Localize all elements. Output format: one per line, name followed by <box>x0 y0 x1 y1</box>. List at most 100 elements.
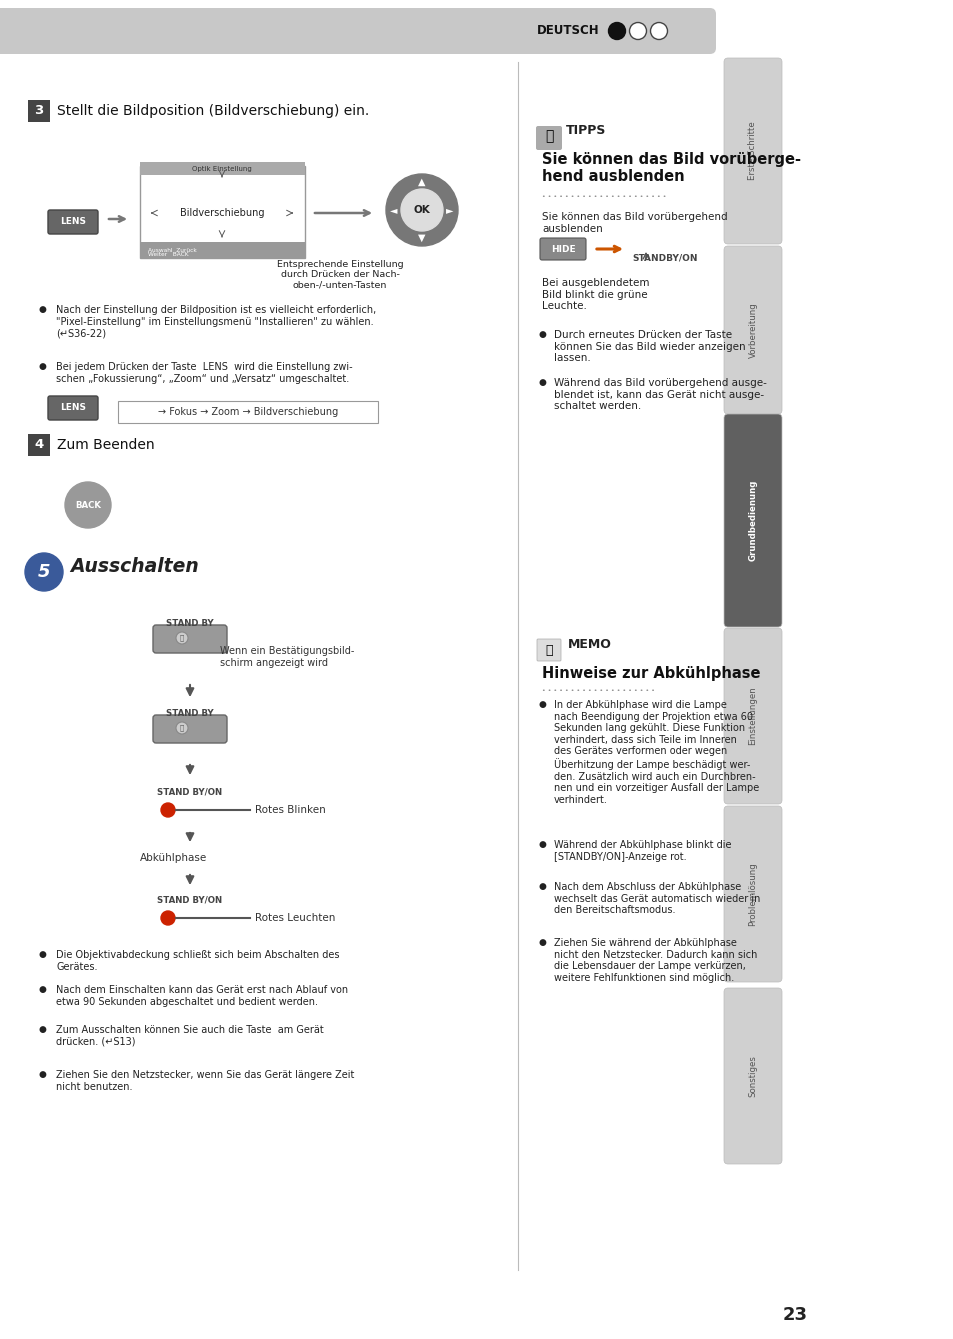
Text: ●: ● <box>38 362 46 371</box>
Text: ●: ● <box>537 378 545 387</box>
Circle shape <box>386 174 457 246</box>
Bar <box>28 434 50 457</box>
FancyBboxPatch shape <box>723 414 781 627</box>
Bar <box>118 400 377 423</box>
Text: BACK: BACK <box>75 501 101 510</box>
Text: • • • • • • • • • • • • • • • • • • • • • •: • • • • • • • • • • • • • • • • • • • • … <box>541 194 668 200</box>
FancyBboxPatch shape <box>536 126 561 150</box>
Text: ▼: ▼ <box>417 233 425 242</box>
Text: ▲: ▲ <box>417 177 425 187</box>
FancyBboxPatch shape <box>723 58 781 244</box>
Text: ●: ● <box>38 986 46 994</box>
Text: ●: ● <box>537 700 545 708</box>
Text: • • • • • • • • • • • • • • • • • • • •: • • • • • • • • • • • • • • • • • • • • <box>541 687 657 692</box>
Bar <box>28 100 50 122</box>
Text: TIPPS: TIPPS <box>565 123 606 137</box>
Text: DEUTSCH: DEUTSCH <box>537 24 599 37</box>
Text: ⏻: ⏻ <box>180 635 184 641</box>
Text: ◄: ◄ <box>390 205 397 216</box>
Text: Erste Schritte: Erste Schritte <box>748 122 757 181</box>
Text: Die Objektivabdeckung schließt sich beim Abschalten des
Gerätes.: Die Objektivabdeckung schließt sich beim… <box>56 949 339 972</box>
Text: MEMO: MEMO <box>567 639 611 652</box>
Text: Während das Bild vorübergehend ausge-
blendet ist, kann das Gerät nicht ausge-
s: Während das Bild vorübergehend ausge- bl… <box>554 378 766 411</box>
Text: Vorbereitung: Vorbereitung <box>748 303 757 358</box>
Text: Zum Ausschalten können Sie auch die Taste  am Gerät
drücken. (↵S13): Zum Ausschalten können Sie auch die Tast… <box>56 1024 323 1047</box>
Circle shape <box>161 803 174 817</box>
FancyBboxPatch shape <box>152 715 227 743</box>
Text: Durch erneutes Drücken der Taste
können Sie das Bild wieder anzeigen
lassen.: Durch erneutes Drücken der Taste können … <box>554 329 745 363</box>
Circle shape <box>629 23 646 39</box>
Text: Nach dem Abschluss der Abkühlphase
wechselt das Gerät automatisch wieder in
den : Nach dem Abschluss der Abkühlphase wechs… <box>554 882 760 915</box>
Text: ●: ● <box>537 840 545 849</box>
Text: Rotes Leuchten: Rotes Leuchten <box>254 913 335 923</box>
Text: Abkühlphase: Abkühlphase <box>140 853 207 864</box>
Text: Hinweise zur Abkühlphase: Hinweise zur Abkühlphase <box>541 665 760 682</box>
Text: Ziehen Sie den Netzstecker, wenn Sie das Gerät längere Zeit
nicht benutzen.: Ziehen Sie den Netzstecker, wenn Sie das… <box>56 1070 354 1091</box>
Text: Bei ausgeblendetem
Bild blinkt die grüne
Leuchte.: Bei ausgeblendetem Bild blinkt die grüne… <box>541 279 649 311</box>
Circle shape <box>400 189 442 232</box>
Text: 3: 3 <box>34 104 44 118</box>
Bar <box>140 162 305 175</box>
Text: STANDBY/ON: STANDBY/ON <box>631 253 697 262</box>
Text: → Fokus → Zoom → Bildverschiebung: → Fokus → Zoom → Bildverschiebung <box>157 407 337 416</box>
Circle shape <box>175 632 188 644</box>
Text: ●: ● <box>38 949 46 959</box>
Text: Optik Einstellung: Optik Einstellung <box>192 166 252 171</box>
Circle shape <box>650 23 667 39</box>
Text: Entsprechende Einstellung
durch Drücken der Nach-
oben-/-unten-Tasten: Entsprechende Einstellung durch Drücken … <box>276 260 403 289</box>
Text: Sonstiges: Sonstiges <box>748 1055 757 1097</box>
FancyBboxPatch shape <box>723 246 781 414</box>
Text: Weiter   BACK: Weiter BACK <box>148 253 189 257</box>
FancyBboxPatch shape <box>152 625 227 653</box>
Text: ●: ● <box>537 329 545 339</box>
FancyBboxPatch shape <box>723 988 781 1164</box>
FancyBboxPatch shape <box>539 238 585 260</box>
Text: 23: 23 <box>781 1306 806 1324</box>
Text: OK: OK <box>414 205 430 216</box>
Circle shape <box>608 23 625 39</box>
Text: Bildverschiebung: Bildverschiebung <box>179 208 264 218</box>
Text: ⏻: ⏻ <box>180 724 184 731</box>
Text: STAND BY/ON: STAND BY/ON <box>157 896 222 905</box>
Text: Nach dem Einschalten kann das Gerät erst nach Ablauf von
etwa 90 Sekunden abgesc: Nach dem Einschalten kann das Gerät erst… <box>56 986 348 1007</box>
Text: Zum Beenden: Zum Beenden <box>57 438 154 453</box>
Text: LENS: LENS <box>60 217 86 226</box>
Text: STAND BY: STAND BY <box>166 620 213 628</box>
Text: ●: ● <box>537 882 545 890</box>
Text: Sie können das Bild vorüberge-
hend ausblenden: Sie können das Bild vorüberge- hend ausb… <box>541 153 801 185</box>
FancyBboxPatch shape <box>723 806 781 981</box>
Text: ●: ● <box>38 1070 46 1079</box>
Text: ●: ● <box>537 939 545 947</box>
Text: 📋: 📋 <box>545 644 552 656</box>
FancyBboxPatch shape <box>48 396 98 420</box>
Bar <box>140 166 305 258</box>
Bar <box>140 242 305 258</box>
Text: 5: 5 <box>38 562 51 581</box>
FancyBboxPatch shape <box>537 639 560 661</box>
Text: Nach der Einstellung der Bildposition ist es vielleicht erforderlich,
"Pixel-Ein: Nach der Einstellung der Bildposition is… <box>56 305 375 339</box>
Text: 4: 4 <box>34 438 44 451</box>
Text: Während der Abkühlphase blinkt die
[STANDBY/ON]-Anzeige rot.: Während der Abkühlphase blinkt die [STAN… <box>554 840 731 861</box>
Text: Problemlösung: Problemlösung <box>748 862 757 925</box>
Text: Rotes Blinken: Rotes Blinken <box>254 805 325 815</box>
Text: LENS: LENS <box>60 403 86 412</box>
FancyBboxPatch shape <box>48 210 98 234</box>
Text: Wenn ein Bestätigungsbild-
schirm angezeigt wird: Wenn ein Bestätigungsbild- schirm angeze… <box>220 647 354 668</box>
Circle shape <box>175 722 188 734</box>
Text: Einstellungen: Einstellungen <box>748 687 757 746</box>
Text: 🔔: 🔔 <box>544 129 553 143</box>
Text: Sie können das Bild vorübergehend
ausblenden: Sie können das Bild vorübergehend ausble… <box>541 212 727 233</box>
Text: ►: ► <box>446 205 454 216</box>
Text: Bei jedem Drücken der Taste  LENS  wird die Einstellung zwi-
schen „Fokussierung: Bei jedem Drücken der Taste LENS wird di… <box>56 362 353 383</box>
Text: Ziehen Sie während der Abkühlphase
nicht den Netzstecker. Dadurch kann sich
die : Ziehen Sie während der Abkühlphase nicht… <box>554 939 757 983</box>
Text: Auswahl  Zurück: Auswahl Zurück <box>148 248 196 253</box>
FancyBboxPatch shape <box>0 8 716 54</box>
Text: HIDE: HIDE <box>550 245 575 253</box>
Circle shape <box>65 482 111 528</box>
Text: In der Abkühlphase wird die Lampe
nach Beendigung der Projektion etwa 60
Sekunde: In der Abkühlphase wird die Lampe nach B… <box>554 700 759 805</box>
Text: ●: ● <box>38 1024 46 1034</box>
Text: Grundbedienung: Grundbedienung <box>748 479 757 561</box>
Text: STAND BY/ON: STAND BY/ON <box>157 787 222 797</box>
Text: ●: ● <box>38 305 46 315</box>
Circle shape <box>161 911 174 925</box>
